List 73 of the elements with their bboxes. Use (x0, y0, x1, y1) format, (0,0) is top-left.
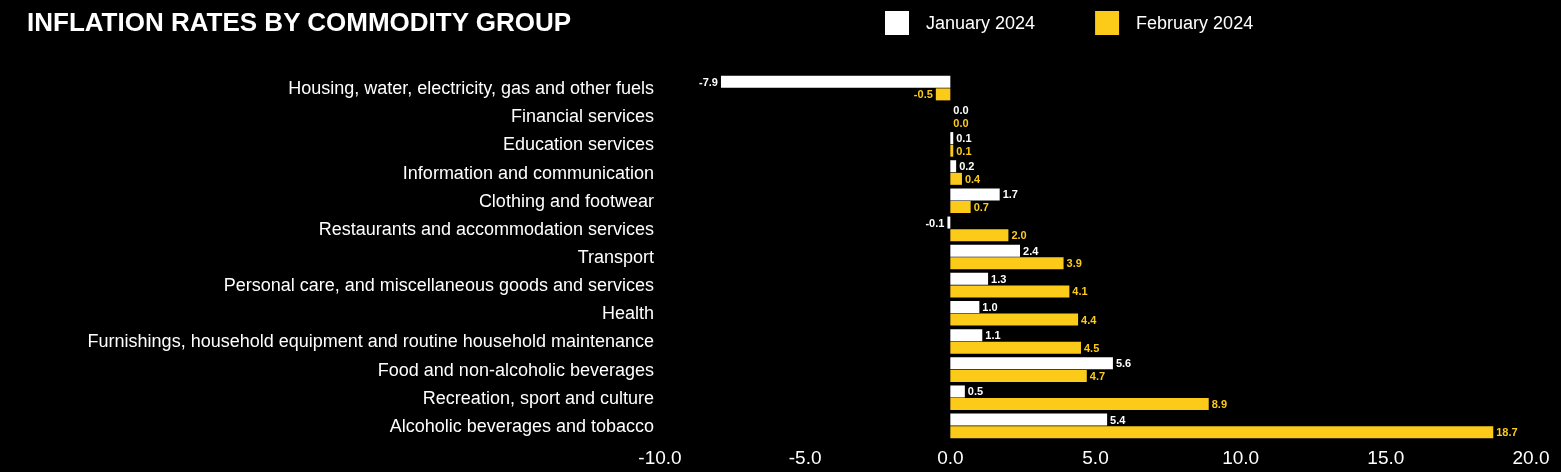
bar (950, 301, 980, 314)
data-label: 0.4 (964, 172, 982, 185)
data-label: 1.3 (991, 272, 1007, 285)
y-tick-label: Education services (502, 134, 654, 155)
bar (950, 272, 989, 285)
x-tick-label: 15.0 (1367, 447, 1405, 468)
bar (950, 132, 954, 145)
x-tick-label: 20.0 (1512, 447, 1550, 468)
bar (950, 144, 954, 157)
data-label: 2.0 (1011, 229, 1027, 242)
x-tick-label: 0.0 (937, 447, 964, 468)
y-tick-label: Recreation, sport and culture (422, 387, 654, 408)
data-label: 3.9 (1066, 257, 1082, 270)
bar (947, 216, 951, 229)
data-label: 0.0 (953, 103, 969, 116)
data-label: 0.7 (973, 200, 989, 213)
bar (950, 285, 1070, 298)
data-label: 4.7 (1089, 369, 1106, 382)
data-label: -0.5 (913, 88, 933, 101)
x-tick-label: 5.0 (1082, 447, 1109, 468)
data-label: 4.4 (1081, 313, 1098, 326)
legend-label: February 2024 (1136, 13, 1254, 33)
legend-label: January 2024 (926, 13, 1036, 33)
bar (950, 329, 983, 342)
bar (950, 200, 971, 213)
data-label: 0.2 (959, 160, 975, 173)
bar (950, 357, 1113, 370)
bar (950, 244, 1021, 257)
data-label: 0.5 (967, 385, 984, 398)
bar (950, 398, 1209, 411)
y-tick-label: Furnishings, household equipment and routine household maintenance (87, 331, 654, 352)
bar (950, 341, 1081, 354)
y-tick-label: Transport (577, 247, 654, 267)
y-tick-label: Clothing and footwear (478, 190, 654, 211)
data-label: 2.4 (1023, 244, 1040, 257)
data-label: 0.1 (956, 144, 972, 157)
data-label: 4.1 (1072, 285, 1088, 298)
bar (950, 426, 1494, 439)
data-label: 1.0 (982, 301, 998, 314)
bar (950, 313, 1079, 326)
data-label: 18.7 (1496, 426, 1518, 439)
data-label: -7.9 (699, 75, 718, 88)
y-tick-label: Food and non-alcoholic beverages (377, 359, 654, 380)
data-label: 1.7 (1002, 188, 1018, 201)
bar (950, 188, 1000, 201)
bar (950, 160, 957, 173)
y-tick-label: Restaurants and accommodation services (318, 218, 654, 239)
y-tick-label: Health (601, 303, 654, 324)
data-label: 4.5 (1083, 341, 1100, 354)
data-label: 1.1 (985, 329, 1001, 342)
data-label: 5.6 (1115, 357, 1132, 370)
data-label: 8.9 (1211, 398, 1228, 411)
bar (950, 385, 965, 398)
y-tick-label: Financial services (510, 106, 654, 127)
y-tick-label: Information and communication (402, 162, 654, 183)
x-tick-label: -10.0 (638, 447, 682, 468)
data-label: 0.0 (953, 116, 969, 129)
y-tick-label: Alcoholic beverages and tobacco (389, 415, 654, 436)
bar (720, 75, 951, 88)
bar (950, 413, 1108, 426)
data-label: 0.1 (956, 132, 972, 145)
data-label: -0.1 (925, 216, 945, 229)
data-label: 5.4 (1110, 413, 1127, 426)
bar (950, 229, 1009, 242)
bar (950, 369, 1087, 382)
y-tick-label: Personal care, and miscellaneous goods and services (223, 275, 654, 296)
text: INFLATION RATES BY COMMODITY GROUP (27, 7, 572, 37)
bar (935, 88, 951, 101)
bar (950, 172, 962, 185)
x-tick-label: -5.0 (788, 447, 822, 468)
x-tick-label: 10.0 (1222, 447, 1260, 468)
y-tick-label: Housing, water, electricity, gas and other fuels (288, 78, 654, 99)
bar (950, 257, 1064, 270)
